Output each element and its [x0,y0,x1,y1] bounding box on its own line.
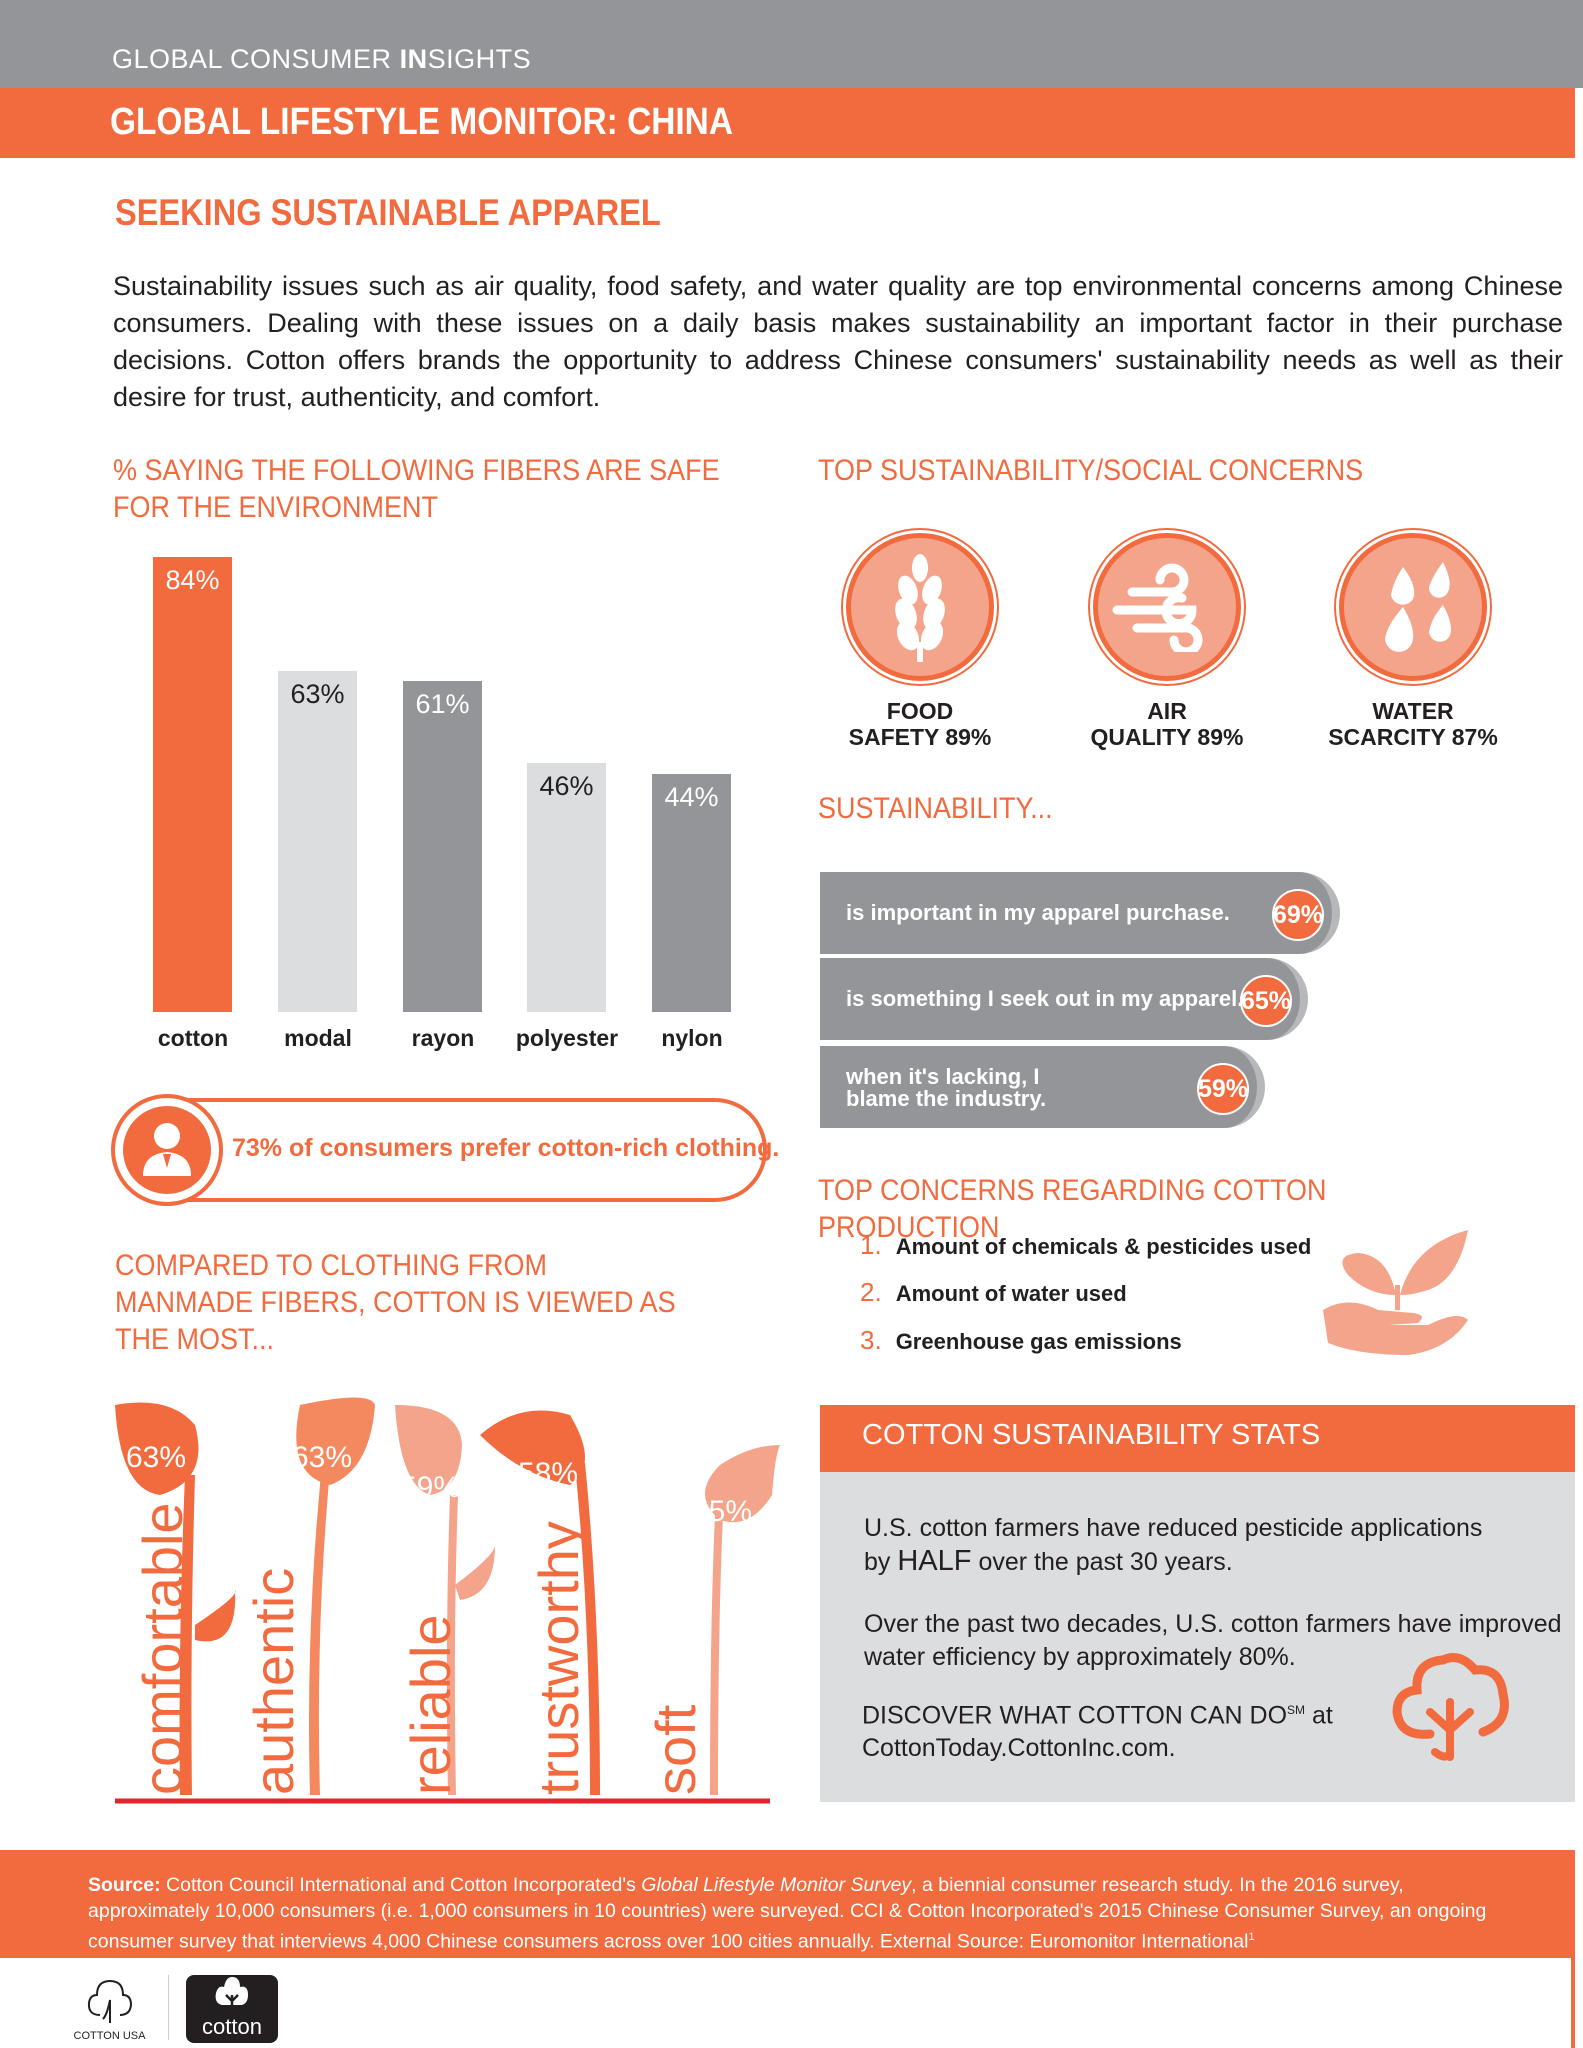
list-item: 1. Amount of chemicals & pesticides used [860,1230,1312,1260]
leaf-trustworthy [480,1410,585,1485]
bar-nylon [652,773,731,1012]
word-reliable: reliable [399,1614,462,1795]
concern-food: FOOD SAFETY 89% [848,698,992,750]
pct-soft: 55% [692,1495,752,1528]
word-comfortable: comfortable [131,1502,194,1795]
sustainability-title: SUSTAINABILITY... [818,792,1053,825]
bar-value-label: 46% [539,770,594,801]
viewed-most-title: COMPARED TO CLOTHING FROM MANMADE FIBERS… [115,1249,676,1356]
cotton-usa-logo: COTTON USA [62,1975,157,2042]
brand-label: GLOBAL CONSUMER INSIGHTS [112,44,532,74]
cotton-seal-logo: cotton [186,1975,278,2043]
cotton-concerns-title: TOP CONCERNS REGARDING COTTON PRODUCTION [818,1174,1327,1244]
leaf-reliable [395,1405,462,1495]
logo-divider [168,1975,169,2040]
plant-chart: comfortable authentic reliable trustwort… [115,1397,780,1804]
cotton-boll-icon [1392,1653,1509,1761]
concerns-title: TOP SUSTAINABILITY/SOCIAL CONCERNS [818,454,1364,487]
stats-header: COTTON SUSTAINABILITY STATS [820,1405,1575,1472]
intro-paragraph: Sustainability issues such as air qualit… [113,271,1563,412]
bar-value-label: 63% [290,678,345,709]
edge-line [1571,1958,1575,2048]
bar-category-label: rayon [411,1025,475,1051]
sustainability-bar: when it's lacking, I blame the industry.… [820,1046,1265,1128]
concern-air: AIR QUALITY 89% [1090,698,1244,750]
leaf-comfortable [115,1402,199,1495]
hand-sprout-icon [1323,1230,1468,1355]
bar-category-label: modal [284,1025,352,1051]
stem-trustworthy [575,1463,600,1795]
stats-panel: U.S. cotton farmers have reduced pestici… [820,1472,1575,1802]
stem-soft [710,1515,723,1795]
stem-authentic [309,1435,333,1795]
stem-comfortable [179,1475,195,1795]
bar-rayon [403,681,482,1012]
bar-category-label: cotton [157,1025,229,1051]
word-trustworthy: trustworthy [527,1521,590,1795]
discover-link-text[interactable]: DISCOVER WHAT COTTON CAN DOSM at CottonTo… [862,1701,1333,1763]
bar-value-label: 61% [415,689,470,720]
word-authentic: authentic [242,1568,305,1795]
source-footer: Source: Cotton Council International and… [0,1850,1575,1958]
bar-polyester [527,762,606,1012]
pct-reliable: 59% [400,1471,460,1504]
callout-text: 73% of consumers prefer cotton-rich clot… [232,1134,780,1162]
concern-water: WATER SCARCITY 87% [1328,698,1498,750]
sustainability-bar: is important in my apparel purchase. 69% [820,872,1340,954]
title-bar [0,88,1575,158]
bar-modal [278,670,357,1012]
list-item: 2. Amount of water used [860,1277,1127,1307]
leaf-authentic [296,1397,375,1485]
bar-category-label: polyester [515,1025,619,1051]
bar-value-label: 84% [165,564,220,595]
water-drops-icon [1339,533,1487,681]
pct-comfortable: 63% [126,1441,186,1474]
list-item: 3. Greenhouse gas emissions [860,1325,1182,1355]
stat-pesticide: U.S. cotton farmers have reduced pestici… [864,1514,1483,1577]
word-soft: soft [644,1704,707,1795]
bar-cotton [153,556,232,1012]
bar-value-label: 44% [664,781,719,812]
section-title: SEEKING SUSTAINABLE APPAREL [115,192,661,233]
bar-category-label: nylon [661,1025,723,1051]
page-title: GLOBAL LIFESTYLE MONITOR: CHINA [110,101,733,143]
wheat-icon [846,533,994,681]
sustainability-bar: is something I seek out in my apparel. 65… [820,958,1308,1040]
stem-reliable [446,1495,458,1795]
person-icon [111,1094,223,1206]
leaf-soft [705,1445,780,1523]
pct-trustworthy: 58% [518,1457,578,1490]
stat-water: Over the past two decades, U.S. cotton f… [864,1610,1562,1671]
fiber-chart-title: % SAYING THE FOLLOWING FIBERS ARE SAFE F… [113,454,720,524]
wind-icon [1093,533,1241,681]
top-bar [0,0,1583,88]
pct-authentic: 63% [292,1441,352,1474]
